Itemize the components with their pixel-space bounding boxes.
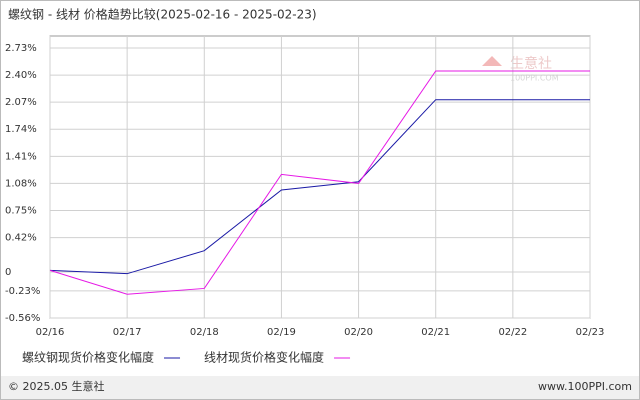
- y-tick-label: -0.23%: [5, 286, 40, 297]
- x-tick-label: 02/23: [576, 327, 605, 338]
- y-tick-label: 1.74%: [5, 124, 37, 135]
- series-line: [49, 70, 590, 295]
- y-tick-label: 0: [5, 267, 11, 278]
- watermark-site: 100PPI.COM: [510, 74, 559, 83]
- x-tick-label: 02/17: [113, 327, 142, 338]
- footer-site: www.100PPI.com: [538, 380, 632, 393]
- watermark: 生意社 100PPI.COM: [482, 55, 559, 83]
- x-tick-label: 02/22: [498, 327, 527, 338]
- x-tick-label: 02/21: [421, 327, 450, 338]
- y-tick-label: 1.41%: [5, 151, 37, 162]
- x-tick-label: 02/19: [267, 327, 296, 338]
- x-tick-label: 02/18: [190, 327, 219, 338]
- y-tick-label: 1.08%: [5, 178, 37, 189]
- footer-copyright: © 2025.05 生意社: [8, 379, 104, 393]
- legend-label: 螺纹钢现货价格变化幅度: [22, 350, 154, 365]
- x-tick-label: 02/16: [36, 327, 65, 338]
- x-tick-label: 02/20: [344, 327, 373, 338]
- footer-bar: [1, 376, 639, 399]
- chart-title: 螺纹钢 - 线材 价格趋势比较(2025-02-16 - 2025-02-23): [8, 7, 317, 22]
- watermark-brand: 生意社: [510, 55, 552, 72]
- y-tick-label: -0.56%: [5, 313, 40, 324]
- legend-label: 线材现货价格变化幅度: [204, 350, 324, 365]
- y-tick-label: 2.07%: [5, 97, 37, 108]
- y-tick-label: 0.42%: [5, 233, 37, 244]
- y-tick-label: 2.73%: [5, 43, 37, 54]
- series-line: [49, 99, 590, 275]
- y-tick-label: 2.40%: [5, 70, 37, 81]
- y-tick-label: 0.75%: [5, 205, 37, 216]
- watermark-icon: [482, 56, 502, 66]
